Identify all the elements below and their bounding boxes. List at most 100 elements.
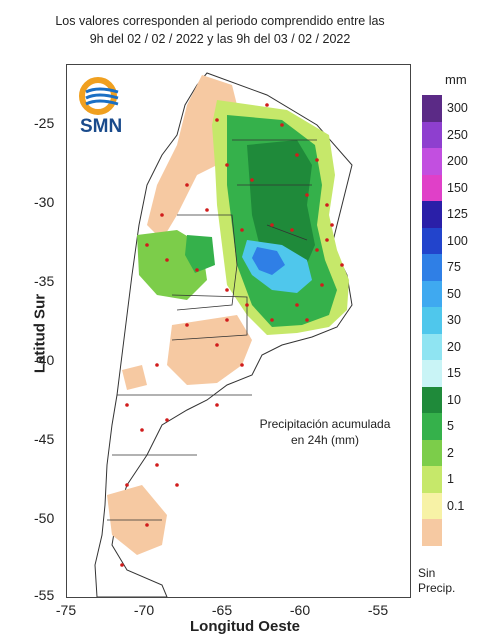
- station-dot: [265, 103, 269, 107]
- west-rain-core: [185, 235, 215, 273]
- station-dot: [175, 483, 179, 487]
- xtick-label: -60: [289, 602, 311, 618]
- legend-label: 20: [447, 339, 461, 354]
- legend-label: 125: [447, 207, 468, 221]
- legend-label: 250: [447, 127, 468, 142]
- legend-unit: mm: [445, 72, 467, 87]
- legend-label: 5: [447, 419, 454, 433]
- legend-swatch: [422, 121, 442, 148]
- legend-label: 150: [447, 180, 468, 195]
- station-dot: [225, 318, 229, 322]
- station-dot: [225, 288, 229, 292]
- legend-swatch: [422, 201, 442, 228]
- legend-swatch: [422, 227, 442, 254]
- station-dot: [325, 238, 329, 242]
- station-dot: [140, 428, 144, 432]
- no-precip-area-center: [167, 315, 252, 385]
- station-dot: [315, 248, 319, 252]
- station-dot: [295, 303, 299, 307]
- station-dot: [240, 228, 244, 232]
- station-dot: [125, 403, 129, 407]
- xtick-label: -70: [133, 602, 155, 618]
- legend-label: 10: [447, 392, 461, 407]
- legend-label: 200: [447, 154, 468, 168]
- legend-swatch: [422, 519, 442, 546]
- station-dot: [295, 153, 299, 157]
- legend-label: 100: [447, 233, 468, 248]
- ytick-label: -55: [34, 587, 55, 603]
- station-dot: [215, 118, 219, 122]
- station-dot: [205, 208, 209, 212]
- station-dot: [280, 123, 284, 127]
- station-dot: [270, 223, 274, 227]
- station-dot: [330, 223, 334, 227]
- station-dot: [165, 258, 169, 262]
- legend-swatch: [422, 174, 442, 201]
- intense-rain-peak: [252, 247, 285, 275]
- province-boundaries: [107, 139, 317, 521]
- station-dot: [145, 243, 149, 247]
- precipitation-map: [94, 72, 353, 597]
- legend-label: 75: [447, 260, 461, 274]
- xtick-label: -55: [367, 602, 389, 618]
- legend-swatch: [422, 413, 442, 440]
- ytick-label: -50: [34, 510, 55, 526]
- legend-label: 30: [447, 313, 461, 327]
- legend-swatch: [422, 333, 442, 360]
- legend-swatch: [422, 386, 442, 413]
- map-note: Precipitación acumulada en 24h (mm): [250, 416, 400, 448]
- station-dot: [270, 318, 274, 322]
- legend-swatch: [422, 439, 442, 466]
- no-precip-label: Sin Precip.: [418, 566, 455, 596]
- legend-label: 2: [447, 445, 454, 460]
- no-precip-line-1: Sin: [418, 566, 436, 580]
- station-dot: [155, 463, 159, 467]
- legend-swatch: [422, 254, 442, 281]
- legend-label: 0.1: [447, 498, 465, 513]
- station-dot: [155, 363, 159, 367]
- title-line-2: 9h del 02 / 02 / 2022 y las 9h del 03 / …: [89, 32, 351, 46]
- note-line-2: en 24h (mm): [290, 433, 360, 447]
- legend-swatch: [422, 492, 442, 519]
- ytick-label: -35: [34, 273, 55, 289]
- x-axis-label: Longitud Oeste: [190, 618, 300, 635]
- legend-swatch: [422, 280, 442, 307]
- legend-label: 300: [447, 101, 468, 115]
- legend-label: 1: [447, 472, 454, 486]
- station-dot: [305, 318, 309, 322]
- y-axis-label: Latitud Sur: [31, 293, 49, 374]
- station-dot: [315, 158, 319, 162]
- station-dot: [305, 193, 309, 197]
- map-title: Los valores corresponden al periodo comp…: [40, 12, 400, 48]
- station-dot: [240, 363, 244, 367]
- station-dot: [120, 563, 124, 567]
- legend-swatch: [422, 148, 442, 175]
- legend-swatch: [422, 307, 442, 334]
- station-dot: [160, 213, 164, 217]
- ytick-label: -45: [34, 431, 55, 447]
- title-line-1: Los valores corresponden al periodo comp…: [55, 14, 385, 28]
- station-dot: [245, 303, 249, 307]
- logo-text: SMN: [80, 116, 123, 137]
- legend-swatch: [422, 95, 442, 122]
- station-dot: [145, 523, 149, 527]
- station-dot: [185, 183, 189, 187]
- ytick-label: -25: [34, 115, 55, 131]
- xtick-label: -65: [211, 602, 233, 618]
- station-dot: [215, 403, 219, 407]
- ytick-label: -30: [34, 194, 55, 210]
- weather-stations: [120, 103, 344, 567]
- note-line-1: Precipitación acumulada: [259, 417, 391, 431]
- station-dot: [215, 343, 219, 347]
- station-dot: [250, 178, 254, 182]
- station-dot: [185, 323, 189, 327]
- legend-label: 15: [447, 366, 461, 380]
- no-precip-area-tip: [122, 365, 147, 390]
- legend-color-bar: [422, 95, 442, 546]
- station-dot: [340, 263, 344, 267]
- station-dot: [225, 163, 229, 167]
- station-dot: [195, 268, 199, 272]
- legend-swatch: [422, 360, 442, 387]
- legend-label: 50: [447, 286, 461, 301]
- no-precip-line-2: Precip.: [418, 581, 456, 595]
